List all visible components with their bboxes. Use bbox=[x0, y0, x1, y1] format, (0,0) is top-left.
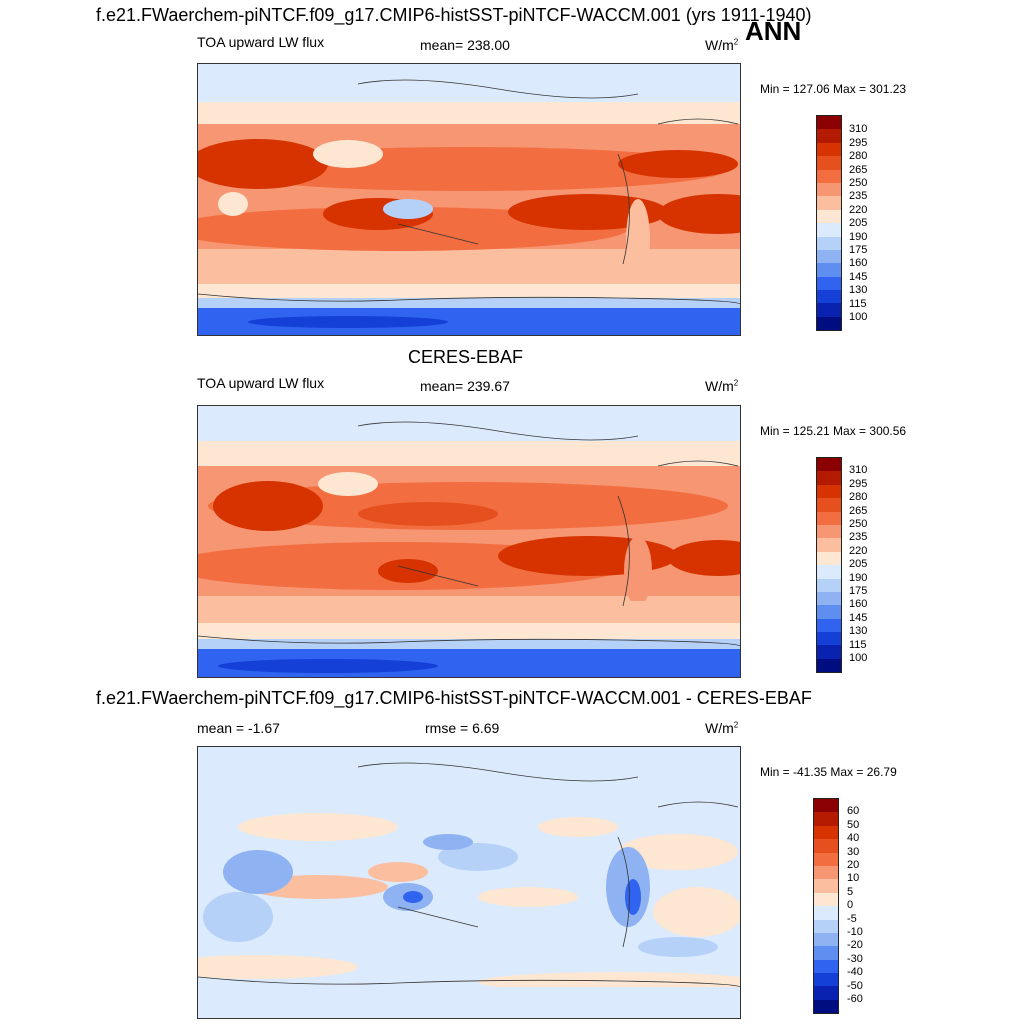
panel1-cbar-label: 145 bbox=[849, 271, 868, 283]
panel2-cbar-label: 250 bbox=[849, 518, 868, 530]
panel3-cbar-label: -5 bbox=[847, 913, 857, 925]
panel3-cbar-label: 10 bbox=[847, 872, 860, 884]
panel3-rmse-label: rmse = 6.69 bbox=[425, 720, 500, 736]
panel1-cbar-label: 115 bbox=[849, 298, 867, 310]
panel1-cbar-label: 310 bbox=[849, 123, 868, 135]
panel3-mean-label: mean = -1.67 bbox=[197, 720, 280, 736]
panel2-cbar-label: 130 bbox=[849, 625, 868, 637]
panel1-cbar-label: 175 bbox=[849, 244, 868, 256]
panel1-cbar-label: 250 bbox=[849, 177, 868, 189]
panel1-cbar-label: 265 bbox=[849, 164, 868, 176]
panel1-cbar-label: 190 bbox=[849, 231, 868, 243]
panel2-obs-map bbox=[197, 405, 741, 678]
panel2-cbar-label: 295 bbox=[849, 478, 868, 490]
panel2-cbar-label: 115 bbox=[849, 639, 867, 651]
panel3-cbar-label: -40 bbox=[847, 966, 863, 978]
panel3-colorbar bbox=[813, 798, 839, 1015]
panel3-difference-map bbox=[197, 746, 741, 1019]
panel3-map-svg bbox=[198, 747, 740, 1018]
panel1-cbar-label: 220 bbox=[849, 204, 868, 216]
panel3-minmax: Min = -41.35 Max = 26.79 bbox=[760, 765, 897, 779]
panel1-cbar-label: 130 bbox=[849, 284, 868, 296]
panel2-mean-label: mean= 239.67 bbox=[420, 378, 510, 394]
panel2-map-svg bbox=[198, 406, 740, 677]
panel1-cbar-label: 205 bbox=[849, 217, 868, 229]
panel2-cbar-label: 220 bbox=[849, 545, 868, 557]
panel2-cbar-label: 280 bbox=[849, 491, 868, 503]
panel2-cbar-label: 235 bbox=[849, 531, 868, 543]
panel3-units: W/m2 bbox=[705, 720, 739, 736]
panel2-cbar-label: 205 bbox=[849, 558, 868, 570]
panel2-units: W/m2 bbox=[705, 378, 739, 394]
season-label: ANN bbox=[745, 16, 802, 46]
panel2-cbar-label: 175 bbox=[849, 585, 868, 597]
panel3-title: f.e21.FWaerchem-piNTCF.f09_g17.CMIP6-his… bbox=[96, 688, 812, 708]
panel2-cbar-label: 160 bbox=[849, 598, 868, 610]
panel1-cbar-label: 160 bbox=[849, 257, 868, 269]
panel2-cbar-label: 100 bbox=[849, 652, 868, 664]
panel1-minmax: Min = 127.06 Max = 301.23 bbox=[760, 82, 907, 96]
panel1-variable-label: TOA upward LW flux bbox=[197, 34, 325, 50]
panel1-cbar-label: 295 bbox=[849, 137, 868, 149]
figure-title: f.e21.FWaerchem-piNTCF.f09_g17.CMIP6-his… bbox=[96, 5, 812, 25]
panel1-mean-label: mean= 238.00 bbox=[420, 37, 510, 53]
panel1-colorbar bbox=[816, 115, 842, 332]
panel2-minmax: Min = 125.21 Max = 300.56 bbox=[760, 424, 907, 438]
panel3-cbar-label: 50 bbox=[847, 819, 860, 831]
panel1-map-svg bbox=[198, 64, 740, 335]
panel1-units: W/m2 bbox=[705, 37, 739, 53]
panel3-cbar-label: 0 bbox=[847, 899, 854, 911]
panel3-cbar-label: -60 bbox=[847, 993, 863, 1005]
panel3-cbar-label: 20 bbox=[847, 859, 860, 871]
panel2-colorbar bbox=[816, 457, 842, 674]
panel3-cbar-label: 40 bbox=[847, 832, 860, 844]
panel2-variable-label: TOA upward LW flux bbox=[197, 375, 325, 391]
panel2-cbar-label: 310 bbox=[849, 464, 868, 476]
panel3-cbar-label: -30 bbox=[847, 953, 863, 965]
panel3-cbar-label: -20 bbox=[847, 939, 863, 951]
panel1-cbar-label: 235 bbox=[849, 190, 868, 202]
panel2-title: CERES-EBAF bbox=[408, 347, 524, 367]
panel3-cbar-label: 5 bbox=[847, 886, 854, 898]
panel3-cbar-label: -50 bbox=[847, 980, 863, 992]
panel2-cbar-label: 265 bbox=[849, 505, 868, 517]
panel2-cbar-label: 190 bbox=[849, 572, 868, 584]
panel1-model-map bbox=[197, 63, 741, 336]
panel1-cbar-label: 100 bbox=[849, 311, 868, 323]
panel2-cbar-label: 145 bbox=[849, 612, 868, 624]
panel3-cbar-label: 60 bbox=[847, 805, 860, 817]
panel1-cbar-label: 280 bbox=[849, 150, 868, 162]
panel3-cbar-label: 30 bbox=[847, 846, 860, 858]
panel3-cbar-label: -10 bbox=[847, 926, 863, 938]
